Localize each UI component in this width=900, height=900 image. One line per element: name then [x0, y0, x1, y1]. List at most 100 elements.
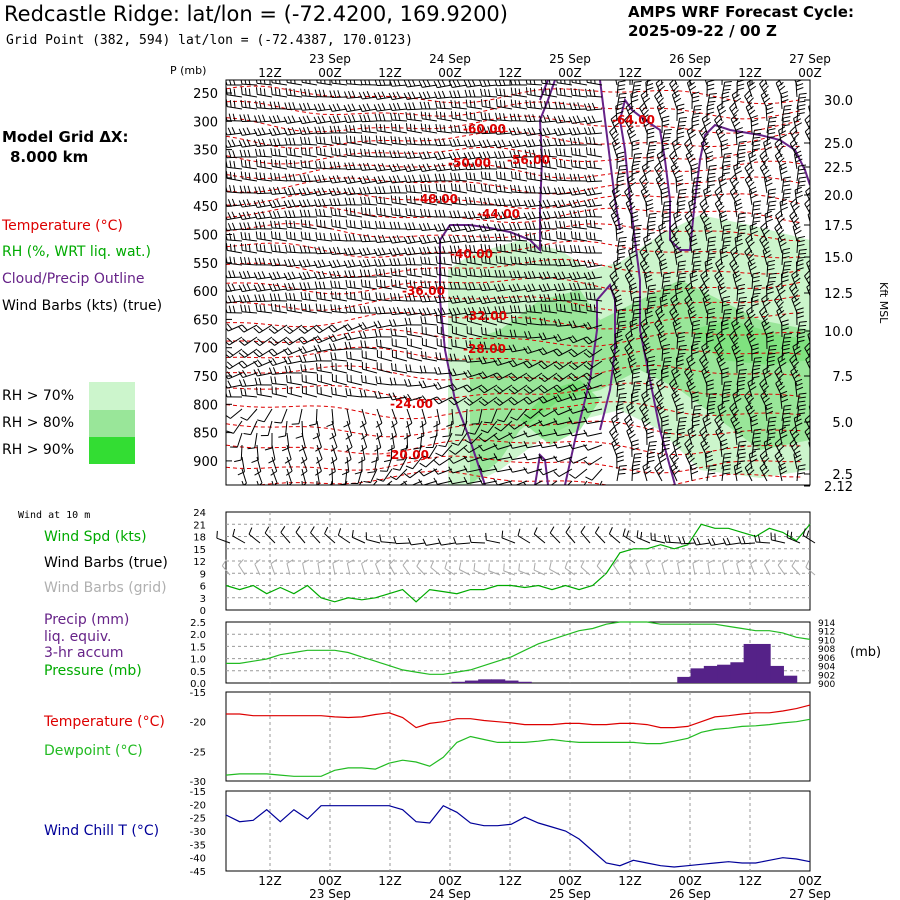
wind-barb	[744, 390, 755, 410]
wind-barb	[676, 260, 687, 278]
wind-barb	[599, 480, 603, 485]
wind-barb	[226, 139, 243, 148]
wind-barb	[240, 243, 258, 254]
legend-barbs-grid: Wind Barbs (grid)	[44, 580, 167, 596]
wind-barb	[493, 223, 513, 232]
forecast-cycle-label: AMPS WRF Forecast Cycle:	[628, 3, 854, 21]
wind-barb	[390, 135, 408, 146]
wind-barb	[555, 220, 573, 230]
wind-barb	[478, 384, 498, 394]
wind-barb	[569, 244, 588, 254]
wind-barb	[781, 260, 792, 278]
pressure-tick-label: 850	[193, 427, 218, 442]
wind-barb	[553, 428, 573, 437]
wind-barb	[449, 210, 468, 219]
wind-barb	[240, 80, 258, 86]
temperature-contour-labels: -60.00 -64.00 -56.00 -50.00 -48.00 -44.0…	[386, 113, 655, 462]
wind-barb	[433, 396, 453, 405]
wind-barb	[232, 528, 246, 544]
wind-barb	[478, 151, 498, 160]
wind-barb	[448, 223, 468, 232]
wind-barb	[540, 303, 558, 314]
wind-barb	[654, 390, 664, 410]
wind-barb	[646, 151, 655, 170]
pressure-tick-label: 250	[193, 87, 218, 102]
precip-bar	[677, 676, 692, 683]
wind-barb	[553, 348, 573, 357]
wind-barb	[669, 234, 680, 254]
wind-barb	[343, 332, 363, 341]
wind-barb	[345, 147, 363, 158]
wind-barb	[453, 537, 471, 545]
temperature-contour	[226, 382, 803, 401]
bottom-date-label: 24 Sep	[429, 887, 471, 900]
wind-barb	[435, 444, 453, 457]
wind-barb	[540, 159, 558, 170]
wind-barb	[744, 90, 754, 110]
wind-barb	[509, 150, 528, 159]
wind-barb	[300, 456, 308, 476]
wind-barb	[268, 336, 288, 346]
wind-barb	[283, 347, 303, 356]
dewpoint-line	[225, 718, 811, 777]
wind-barb	[379, 534, 396, 544]
wind-barb	[345, 432, 353, 452]
wind-barb	[585, 303, 603, 314]
wind-barb	[238, 379, 258, 387]
wind-barb	[255, 243, 273, 254]
wind-barb	[390, 195, 408, 206]
wind-barb	[684, 210, 695, 230]
wind-barb	[388, 102, 408, 112]
wind-barb	[766, 428, 776, 446]
wind-barb	[661, 128, 672, 146]
wind-barb	[812, 453, 821, 469]
wind-barb	[226, 150, 243, 159]
wind-barb	[418, 163, 438, 172]
wind-barb	[226, 243, 243, 254]
legend-rh70-swatch	[89, 382, 135, 410]
wind-barb	[570, 219, 588, 230]
wind-barb	[449, 444, 468, 455]
wind-barb	[774, 366, 785, 386]
wind-barb	[270, 231, 288, 242]
station-title: Redcastle Ridge: lat/lon = (-72.4200, 16…	[4, 2, 508, 26]
wind-barb	[268, 127, 288, 136]
wind-barb	[812, 465, 822, 481]
wind-barb	[421, 326, 438, 338]
wind-barb	[329, 232, 348, 242]
legend-wind-chill: Wind Chill T (°C)	[44, 823, 160, 839]
wind-barb	[436, 338, 453, 350]
wind-barb	[344, 480, 348, 485]
wind-barb	[793, 450, 803, 470]
wind-barb	[390, 112, 408, 122]
wind-barb	[596, 559, 606, 576]
wind-barb	[676, 331, 686, 350]
wind-barb	[478, 139, 498, 148]
wind-barb	[241, 480, 244, 485]
wind-barb	[329, 125, 348, 134]
height-tick-label: 25.0	[824, 137, 853, 152]
wind-barb	[241, 468, 247, 485]
rh90-region	[520, 380, 600, 445]
wind-barb	[661, 115, 670, 134]
legend-liq-equiv: liq. equiv.	[44, 629, 112, 645]
wind-barb	[676, 116, 687, 134]
wind-barb	[691, 391, 699, 410]
wind-barb	[704, 450, 714, 470]
wind-barb	[540, 172, 558, 182]
wind-barb	[631, 236, 641, 254]
wind-barb	[458, 562, 471, 576]
temperature-contour	[226, 420, 803, 438]
wind-barb	[744, 462, 755, 482]
top-time-tick: 12Z	[498, 66, 522, 80]
wind-barb	[226, 222, 243, 231]
wind-barb	[583, 271, 603, 280]
wind-barb	[812, 93, 820, 109]
wind-barb	[374, 149, 393, 158]
wind-barb	[645, 199, 654, 218]
temperature-contour	[226, 455, 803, 474]
wind-barb	[609, 282, 620, 302]
wind-barb	[351, 529, 366, 544]
wind-barb	[419, 456, 438, 468]
wind-barb	[789, 126, 800, 146]
